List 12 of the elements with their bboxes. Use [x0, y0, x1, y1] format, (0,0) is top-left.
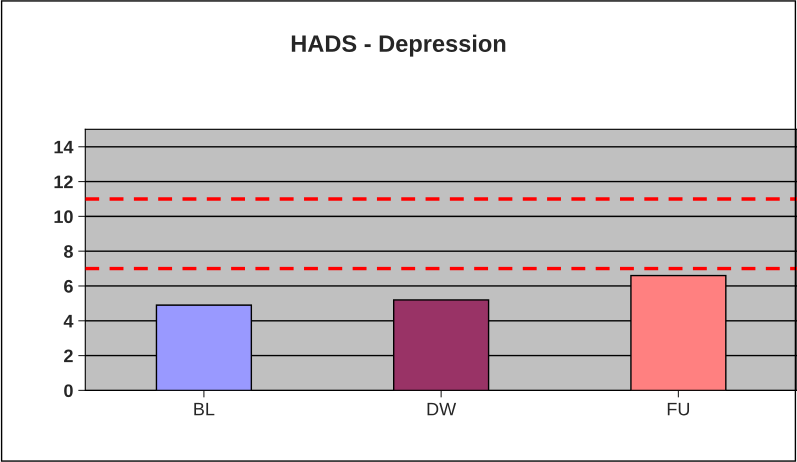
y-tick-label: 10 — [54, 210, 73, 224]
y-tick-label: 4 — [64, 314, 74, 328]
x-tick-label: FU — [668, 402, 690, 416]
x-tick-label: BL — [194, 402, 214, 416]
y-tick-label: 8 — [64, 245, 73, 258]
y-tick-label: 6 — [64, 280, 73, 293]
x-tick-label: DW — [428, 402, 456, 416]
y-tick-label: 14 — [54, 140, 74, 154]
chart-title: HADS - Depression — [292, 34, 506, 57]
y-tick-label: 0 — [64, 384, 73, 398]
y-tick-label: 2 — [64, 350, 73, 362]
y-tick-label: 12 — [54, 176, 73, 188]
